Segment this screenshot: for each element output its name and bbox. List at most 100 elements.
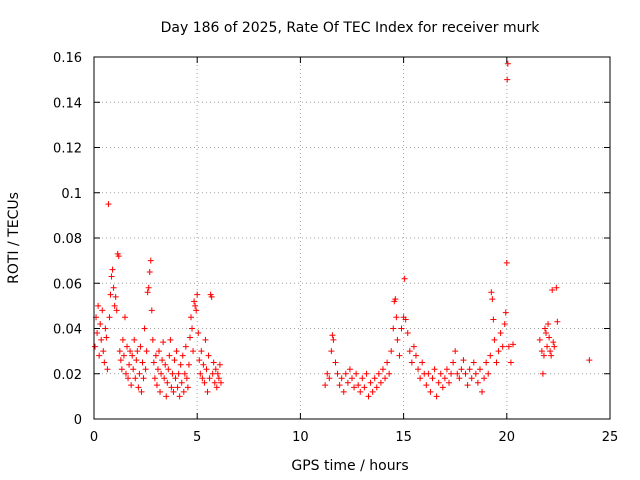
data-point [160,339,167,346]
data-point [213,384,220,391]
data-point [485,370,492,377]
y-tick-label: 0.12 [53,142,82,157]
data-point [149,336,156,343]
x-tick-label: 10 [292,430,309,445]
x-tick-label: 0 [90,430,98,445]
data-point [165,366,172,373]
data-point [501,320,508,327]
data-point [150,359,157,366]
data-point [474,379,481,386]
data-point [384,359,391,366]
data-point [183,375,190,382]
data-point [460,357,467,364]
data-point [139,359,146,366]
data-point [113,307,120,314]
data-point [549,287,556,294]
data-point [103,334,110,341]
data-point [154,366,161,373]
data-point [369,388,376,395]
data-point [201,379,208,386]
x-tick-label: 15 [395,430,412,445]
data-point [338,375,345,382]
data-point [181,370,188,377]
data-point [124,343,131,350]
data-point [161,375,168,382]
data-point [214,370,221,377]
data-point [191,298,198,305]
data-point [105,201,112,208]
data-point [551,343,558,350]
data-point [128,382,135,389]
data-point [326,375,333,382]
data-point [203,366,210,373]
data-point [390,325,397,332]
data-point [110,284,117,291]
data-point [503,259,510,266]
data-point [104,366,111,373]
data-point [132,375,139,382]
data-point [419,359,426,366]
data-point [117,357,124,364]
data-point [448,370,455,377]
data-point [545,320,552,327]
data-point [151,375,158,382]
data-point [134,348,141,355]
data-point [357,388,364,395]
data-point [342,370,349,377]
data-point [423,382,430,389]
data-point [401,275,408,282]
data-point [361,384,368,391]
data-point [493,359,500,366]
data-point [344,379,351,386]
plot-frame [93,56,611,420]
data-point [536,336,543,343]
data-point [396,352,403,359]
data-point [441,375,448,382]
data-point [119,336,126,343]
data-point [375,370,382,377]
data-point [371,375,378,382]
data-point [427,388,434,395]
data-point [472,370,479,377]
data-point [415,366,422,373]
data-point [398,325,405,332]
data-point [96,352,103,359]
data-point [185,361,192,368]
data-point [468,375,475,382]
data-point [210,359,217,366]
data-point [429,375,436,382]
data-point [509,341,516,348]
data-point [450,359,457,366]
data-point [504,60,511,67]
data-point [392,296,399,303]
data-point [408,359,415,366]
y-tick-label: 0.14 [53,96,82,111]
data-point [404,330,411,337]
data-point [543,330,550,337]
data-point [351,384,358,391]
data-point [152,352,159,359]
data-point [425,370,432,377]
data-point [197,370,204,377]
data-point [106,314,113,321]
data-point [208,293,215,300]
data-point [470,359,477,366]
data-point [402,316,409,323]
data-point [101,359,108,366]
data-point [417,375,424,382]
data-point [122,370,129,377]
data-point [120,352,127,359]
data-point [443,366,450,373]
data-point [541,325,548,332]
data-point [336,382,343,389]
data-point [130,366,137,373]
data-point [172,375,179,382]
data-point [112,293,119,300]
data-point [379,366,386,373]
x-tick-label: 5 [193,430,201,445]
data-point [393,314,400,321]
data-point [205,352,212,359]
data-point [99,307,106,314]
data-point [212,366,219,373]
